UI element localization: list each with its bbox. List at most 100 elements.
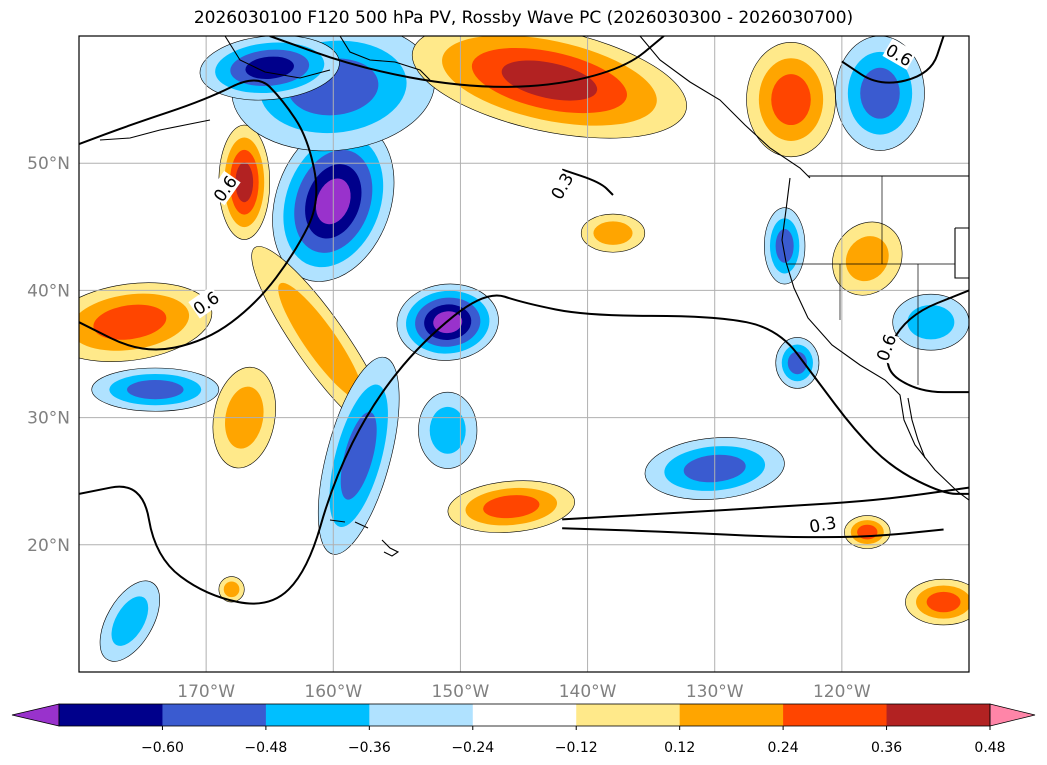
- anomaly-12: [317, 356, 400, 555]
- longitude-tick-labels: 170°W 160°W 150°W 140°W 130°W 120°W: [177, 682, 871, 702]
- anomaly-5-band-4: [245, 56, 294, 80]
- lon-tick-label-0: 170°W: [177, 682, 235, 702]
- anomaly-15: [447, 480, 575, 533]
- colorbar-tick-label-3: −0.24: [451, 740, 494, 756]
- map-background: [79, 36, 969, 672]
- contour-0.3-2: [79, 294, 969, 605]
- anomaly-2-band-3: [127, 380, 184, 400]
- lon-tick-label-2: 150°W: [432, 682, 490, 702]
- lat-tick-label-0: 20°N: [27, 536, 70, 556]
- lat-tick-label-1: 30°N: [27, 409, 70, 429]
- coastlines: [99, 36, 969, 557]
- colorbar-extend-min: [11, 703, 60, 727]
- anomaly-21-band-3: [787, 351, 807, 375]
- anomaly-16-band-2: [111, 596, 149, 646]
- colorbar-tick-label-7: 0.36: [871, 740, 902, 756]
- colorbar-tick-label-1: −0.48: [244, 740, 287, 756]
- contour-0.6-0: [79, 79, 318, 351]
- coastline-baja: [907, 397, 926, 459]
- colorbar-tick-label-0: −0.60: [141, 740, 184, 756]
- lon-tick-label-5: 120°W: [813, 682, 871, 702]
- border-states-1: [786, 176, 955, 385]
- colorbar-segment-5: [576, 704, 681, 726]
- lat-tick-label-2: 40°N: [27, 281, 70, 301]
- colorbar-segment-3: [369, 704, 474, 726]
- anomaly-20-band-2: [907, 304, 955, 340]
- anomaly-0: [218, 124, 271, 240]
- colorbar: −0.60 −0.48 −0.36 −0.24 −0.12 0.12 0.24 0.36 0.4…: [11, 703, 1036, 756]
- anomaly-21: [775, 337, 820, 389]
- anomaly-23: [905, 578, 969, 626]
- lon-tick-label-1: 160°W: [304, 682, 362, 702]
- colorbar-extend-max: [989, 703, 1036, 727]
- colorbar-tick-label-5: 0.12: [664, 740, 695, 756]
- anomaly-7-band-3: [771, 74, 811, 126]
- anomaly-18: [764, 207, 806, 285]
- anomaly-1: [79, 282, 213, 363]
- anomaly-15-band-3: [483, 495, 540, 519]
- contour-label-5: 0.3: [808, 513, 838, 537]
- colorbar-frame: [58, 703, 991, 727]
- coastline-aleutians: [99, 119, 211, 141]
- lon-tick-label-4: 130°W: [686, 682, 744, 702]
- anomaly-1-band-3: [93, 304, 167, 340]
- coastline-westcoast: [781, 177, 969, 501]
- contour-0.6-7: [841, 36, 945, 84]
- anomaly-24: [218, 576, 245, 603]
- map-frame: [78, 35, 970, 673]
- contour-label-bg-3: [871, 330, 900, 364]
- colorbar-segment-2: [265, 704, 370, 726]
- anomaly-9-band-2: [278, 282, 363, 400]
- gridlines: [79, 36, 969, 672]
- contour-label-bg-2: [882, 38, 917, 70]
- coastline-hawaii: [329, 519, 400, 557]
- anomaly-12-band-3: [340, 411, 377, 500]
- latitude-tick-labels: 20°N 30°N 40°N 50°N: [27, 154, 70, 556]
- colorbar-tick-label-8: 0.48: [974, 740, 1005, 756]
- lon-tick-label-3: 140°W: [559, 682, 617, 702]
- lat-tick-label-3: 50°N: [27, 154, 70, 174]
- anomaly-7: [746, 42, 836, 158]
- colorbar-segment-8: [886, 704, 991, 726]
- colorbar-tick-label-6: 0.24: [768, 740, 799, 756]
- coastline-bc: [639, 36, 811, 179]
- anomaly-24-band-2: [223, 581, 240, 598]
- anomaly-20: [892, 293, 969, 351]
- colorbar-tick-label-2: −0.36: [348, 740, 391, 756]
- coastline-alaska-peninsula: [224, 36, 331, 79]
- anomaly-2: [91, 367, 220, 412]
- anomaly-13-band-2: [429, 406, 466, 454]
- colorbar-segment-7: [783, 704, 888, 726]
- anomaly-23-band-3: [926, 591, 961, 613]
- map-title: 2026030100 F120 500 hPa PV, Rossby Wave …: [193, 8, 854, 28]
- anomaly-17-band-2: [593, 221, 633, 245]
- pv-contour-lines: [79, 36, 969, 605]
- anomaly-19: [832, 221, 903, 296]
- contour-0.3-4: [562, 527, 944, 539]
- anomaly-8-band-3: [860, 67, 900, 119]
- colorbar-tick-label-4: −0.12: [555, 740, 598, 756]
- anomaly-13: [418, 391, 478, 469]
- anomaly-6: [411, 36, 687, 139]
- contour-label-bg-1: [188, 286, 223, 319]
- contour-label-bg-5: [807, 511, 839, 536]
- contour-0.3-3: [562, 486, 969, 521]
- anomaly-6-band-4: [501, 60, 598, 101]
- colorbar-segment-1: [162, 704, 267, 726]
- coastline-eastbox: [954, 227, 969, 279]
- anomaly-0-band-4: [235, 162, 254, 203]
- map-area: 0.60.60.60.60.30.3: [78, 35, 970, 673]
- anomaly-17: [580, 213, 646, 253]
- contour-0.6-1: [269, 36, 665, 88]
- contour-0.3-5: [561, 168, 614, 196]
- colorbar-segment-6: [679, 704, 784, 726]
- colorbar-segment-0: [59, 704, 163, 726]
- anomaly-16: [99, 580, 160, 662]
- anomaly-19-band-2: [845, 236, 889, 282]
- coastline-alaska: [339, 36, 431, 81]
- colorbar-segment-4: [472, 704, 577, 726]
- contour-label-bg-4: [545, 168, 577, 203]
- anomaly-18-band-3: [775, 228, 794, 263]
- contour-label-bg-0: [208, 170, 241, 206]
